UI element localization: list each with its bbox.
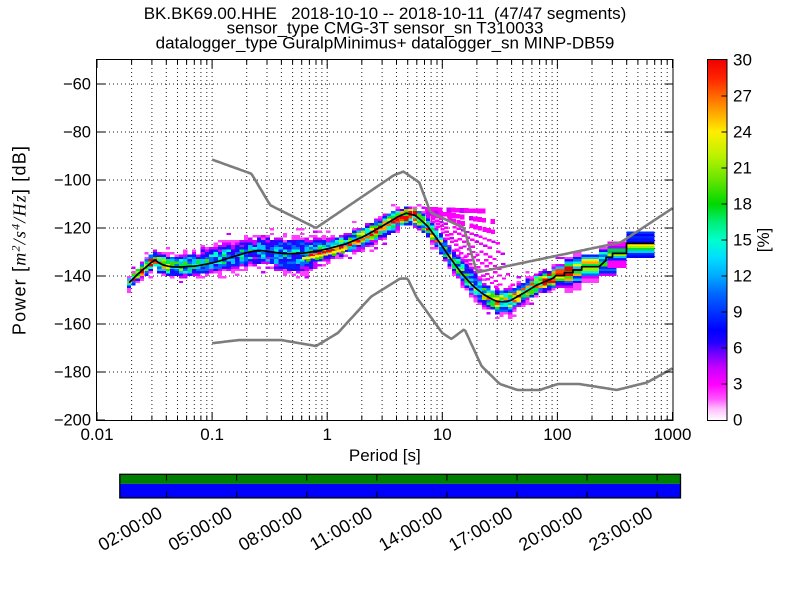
- svg-text:27: 27: [733, 87, 752, 106]
- svg-text:−80: −80: [63, 124, 91, 142]
- svg-text:0.01: 0.01: [80, 425, 113, 444]
- svg-text:BK.BK69.00.HHE 2018-10-10 --: BK.BK69.00.HHE 2018-10-10 -- 2018-10-11 …: [144, 4, 627, 23]
- svg-text:0.1: 0.1: [200, 425, 224, 444]
- svg-text:12: 12: [733, 267, 752, 286]
- svg-text:[%]: [%]: [754, 228, 773, 253]
- svg-text:3: 3: [733, 375, 742, 394]
- svg-text:10: 10: [433, 425, 452, 444]
- svg-text:100: 100: [543, 425, 571, 444]
- svg-text:−60: −60: [63, 76, 91, 94]
- svg-text:30: 30: [733, 51, 752, 70]
- svg-text:15: 15: [733, 231, 752, 250]
- svg-text:6: 6: [733, 339, 742, 358]
- svg-text:9: 9: [733, 303, 742, 322]
- svg-text:−160: −160: [54, 316, 91, 334]
- svg-text:−120: −120: [54, 220, 91, 238]
- svg-text:datalogger_type GuralpMinimus+: datalogger_type GuralpMinimus+ datalogge…: [156, 33, 615, 52]
- svg-text:Power [m2/s4/Hz] [dB]: Power [m2/s4/Hz] [dB]: [9, 145, 30, 335]
- svg-text:−200: −200: [54, 412, 91, 430]
- svg-text:21: 21: [733, 159, 752, 178]
- svg-text:18: 18: [733, 195, 752, 214]
- svg-text:1000: 1000: [654, 425, 692, 444]
- svg-text:sensor_type CMG-3T sensor_sn T: sensor_type CMG-3T sensor_sn T310033: [227, 19, 544, 38]
- svg-text:−100: −100: [54, 172, 91, 190]
- svg-text:1: 1: [322, 425, 331, 444]
- svg-text:24: 24: [733, 123, 752, 142]
- svg-text:−140: −140: [54, 268, 91, 286]
- svg-text:0: 0: [733, 411, 742, 430]
- svg-text:−180: −180: [54, 364, 91, 382]
- svg-text:Period [s]: Period [s]: [349, 446, 421, 465]
